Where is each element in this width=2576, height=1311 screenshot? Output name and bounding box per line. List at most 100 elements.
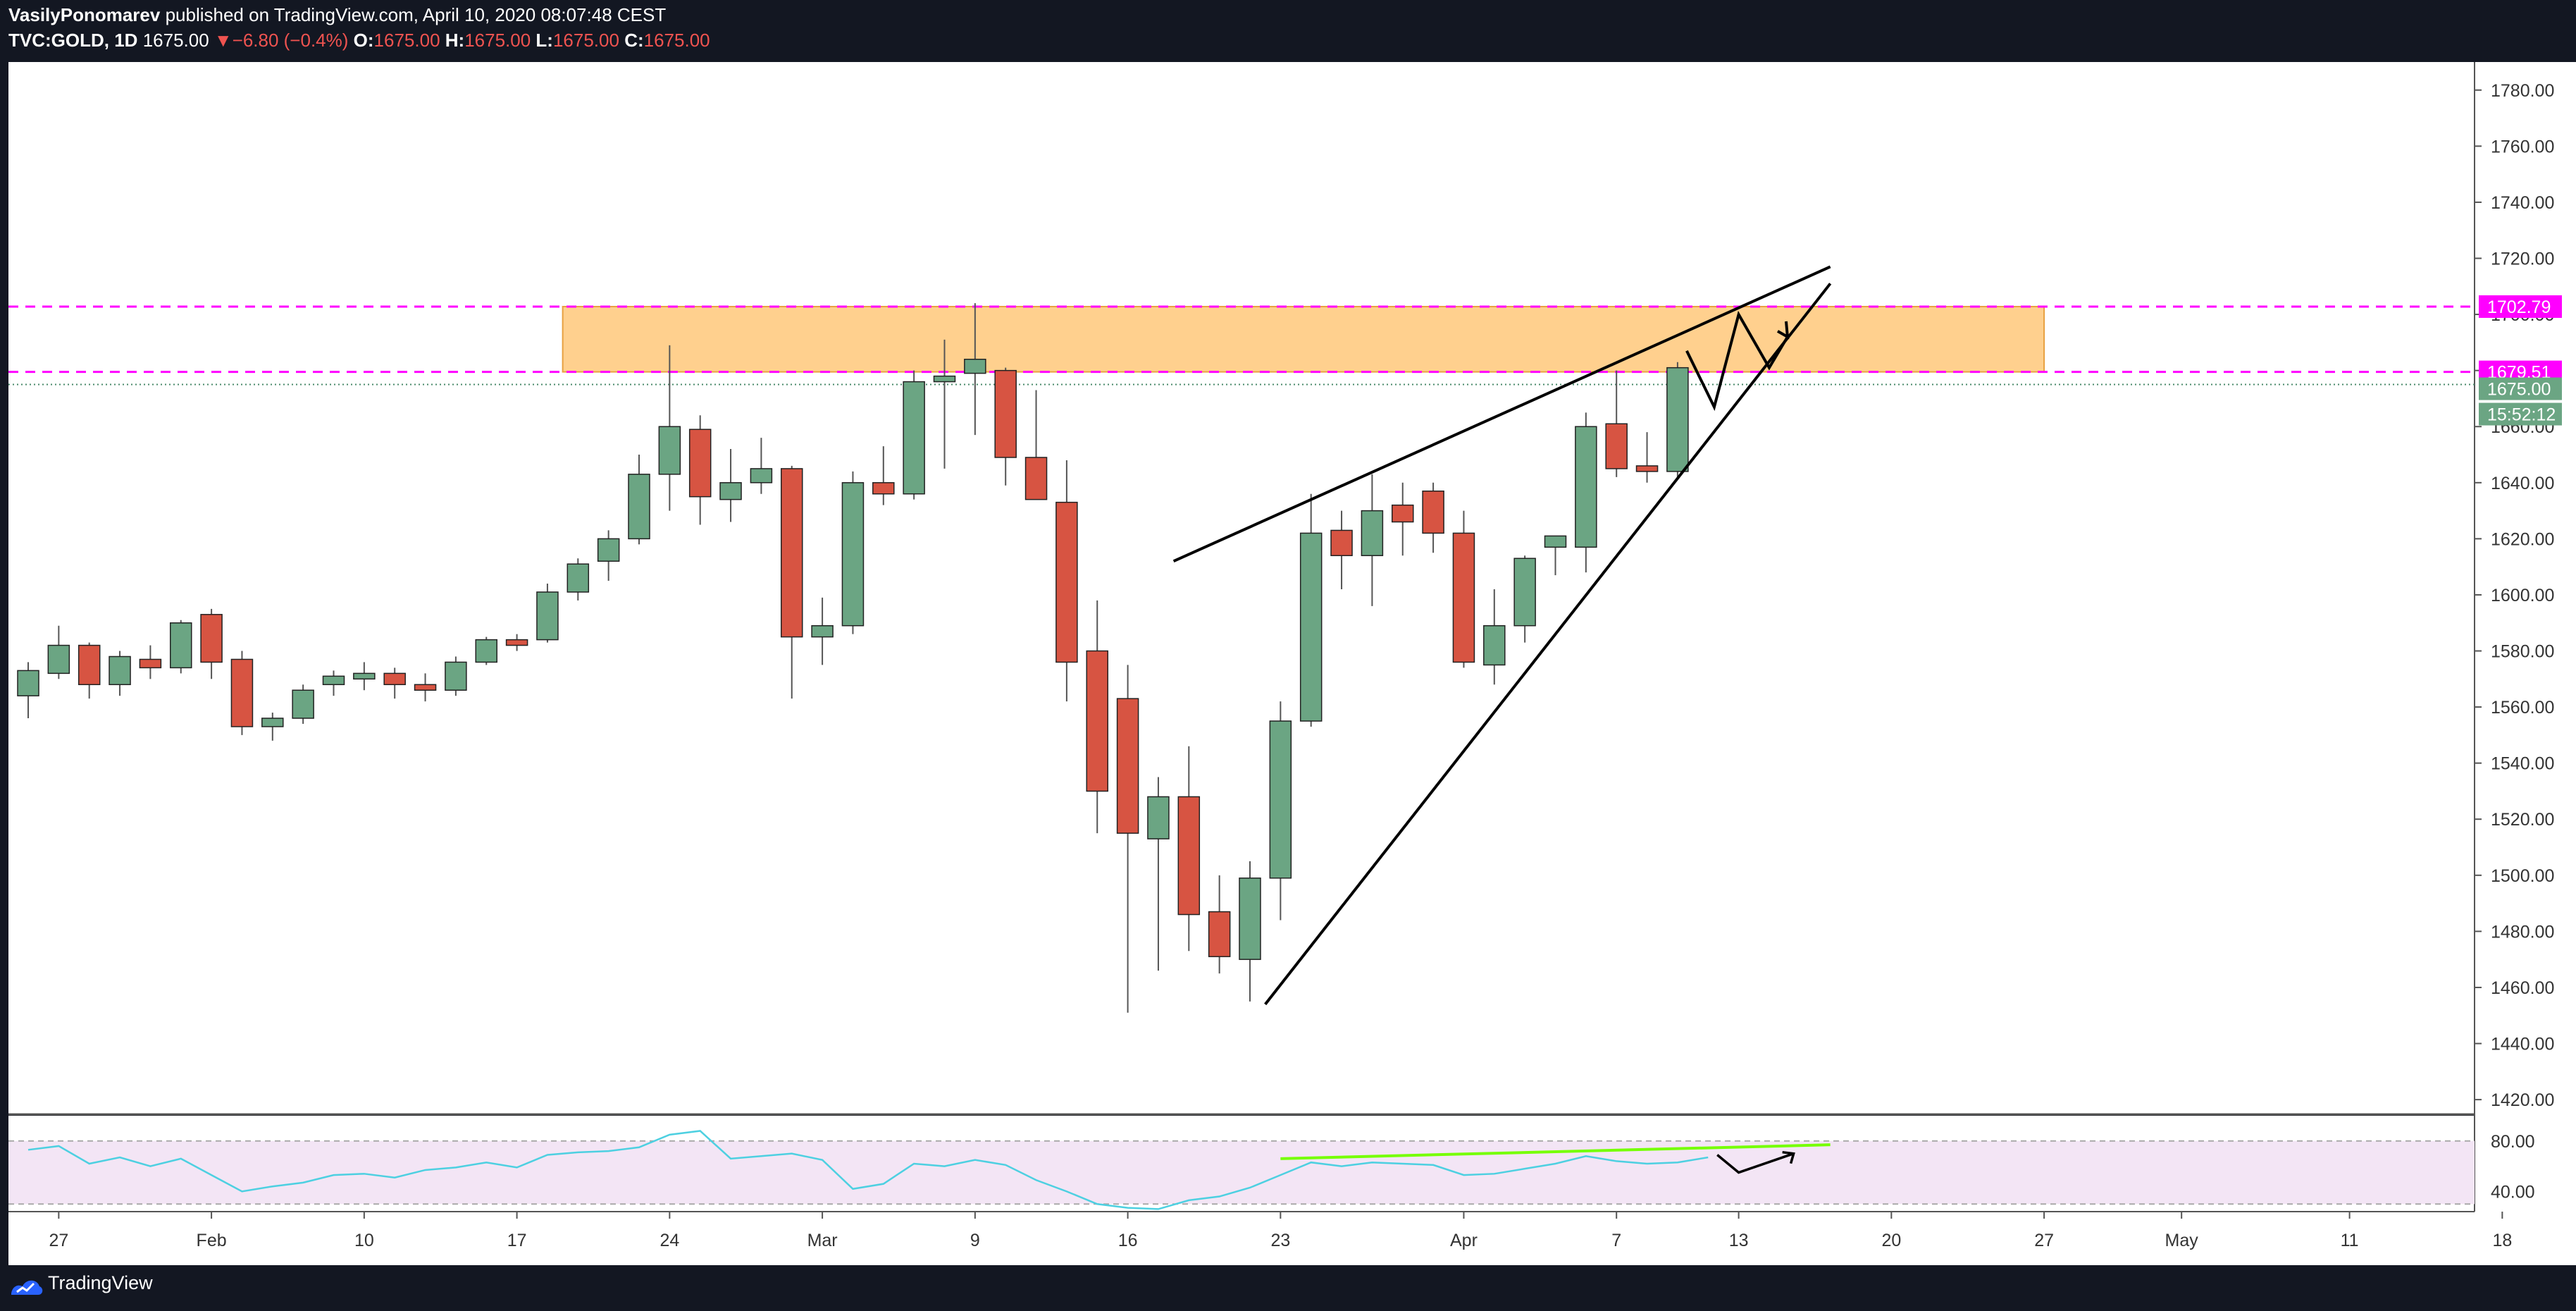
price-tick-label: 1460.00	[2491, 978, 2554, 998]
candle	[1422, 490, 1444, 534]
candle	[566, 563, 590, 593]
candle	[139, 658, 162, 669]
time-tick-label: 17	[507, 1231, 527, 1250]
candle	[781, 468, 803, 638]
time-tick-label: Feb	[197, 1231, 227, 1250]
candle	[750, 468, 773, 484]
time-tick-label: 20	[1881, 1231, 1901, 1250]
time-axis[interactable]: 27 Feb 10 17 24 Mar 9 16 23 Apr 7 13 20 27 May 11 18	[49, 1212, 2512, 1250]
price-tick-label: 1580.00	[2491, 642, 2554, 662]
candle	[322, 675, 345, 686]
wedge-line-1	[1264, 283, 1832, 1006]
candle	[841, 482, 865, 627]
candle	[1177, 796, 1201, 916]
low-value: 1675.00	[552, 30, 619, 51]
time-tick-label: 11	[2341, 1231, 2359, 1250]
publish-line: VasilyPonomarev published on TradingView…	[8, 4, 666, 26]
candle	[261, 718, 284, 727]
price-axis[interactable]: 1780.001760.001740.001720.001700.001680.…	[2475, 81, 2554, 1202]
resistance-zone	[562, 305, 2045, 373]
candle	[1239, 878, 1261, 960]
candle	[1544, 535, 1567, 548]
candle	[1147, 796, 1170, 839]
time-tick-label: 16	[1118, 1231, 1138, 1250]
footer-bar: TradingView	[0, 1265, 2576, 1311]
current-price-label-bg	[2479, 377, 2562, 400]
candle	[1361, 510, 1384, 556]
candle	[688, 429, 712, 498]
candle	[1575, 426, 1597, 548]
projection-arrow-head	[1776, 321, 1790, 340]
price-tick-label: 1540.00	[2491, 754, 2554, 774]
wedge-line-0	[1172, 265, 1831, 563]
price-change: −6.80 (−0.4%)	[232, 30, 349, 51]
candle	[872, 482, 895, 495]
price-chart[interactable]: 1780.001760.001740.001720.001700.001680.…	[0, 0, 2576, 1265]
price-tick-label: 1740.00	[2491, 193, 2554, 213]
projection-path	[1685, 310, 1789, 412]
time-tick-label: 13	[1729, 1231, 1749, 1250]
time-tick-label: 27	[49, 1231, 68, 1250]
candle	[47, 644, 70, 675]
high-label: H:	[445, 30, 465, 51]
footer-brand[interactable]: TradingView	[48, 1272, 153, 1293]
price-tick-label: 1720.00	[2491, 250, 2554, 269]
price-tick-label: 1760.00	[2491, 137, 2554, 156]
candle	[292, 689, 314, 719]
candle	[78, 644, 101, 686]
rsi-layer	[8, 1130, 2475, 1210]
time-axis-background	[8, 1212, 2576, 1265]
candle	[1024, 457, 1048, 500]
candle	[414, 684, 437, 691]
candle	[1269, 720, 1292, 879]
candle	[811, 624, 834, 638]
rsi-tick-label: 80.00	[2491, 1132, 2535, 1152]
candle	[903, 381, 925, 495]
candle	[445, 661, 467, 691]
candle	[933, 375, 956, 383]
candle	[170, 622, 192, 669]
time-tick-label: 10	[354, 1231, 374, 1250]
close-label: C:	[624, 30, 644, 51]
price-tick-label: 1600.00	[2491, 586, 2554, 605]
candle	[1330, 529, 1353, 556]
candle	[1086, 650, 1108, 792]
candle	[383, 672, 406, 686]
rsi-band	[8, 1140, 2475, 1205]
rsi-tick-label: 40.00	[2491, 1182, 2535, 1202]
close-value: 1675.00	[643, 30, 710, 51]
level-label-0: 1702.79	[2487, 297, 2551, 317]
candle	[353, 672, 376, 680]
symbol-label[interactable]: TVC:GOLD, 1D	[8, 30, 138, 51]
candle	[994, 369, 1017, 458]
price-tick-label: 1440.00	[2491, 1035, 2554, 1054]
countdown-label: 15:52:12	[2487, 405, 2556, 425]
countdown-label-bg	[2479, 402, 2562, 426]
candle	[1605, 423, 1628, 469]
candle	[964, 358, 986, 374]
tradingview-logo-icon[interactable]	[8, 1274, 44, 1298]
last-price: 1675.00	[142, 30, 209, 51]
candle	[1299, 532, 1323, 722]
low-label: L:	[535, 30, 553, 51]
price-tick-label: 1560.00	[2491, 698, 2554, 718]
candle	[1483, 624, 1506, 666]
candle	[1666, 367, 1689, 472]
candle	[505, 639, 528, 646]
author-name[interactable]: VasilyPonomarev	[8, 4, 161, 25]
drawings-layer	[1172, 265, 1832, 1006]
price-tick-label: 1500.00	[2491, 866, 2554, 886]
level-label-0-bg	[2479, 295, 2562, 318]
time-tick-label: 9	[970, 1231, 980, 1250]
candle	[475, 639, 497, 663]
candle	[536, 591, 559, 641]
candle	[719, 482, 742, 500]
price-tick-label: 1780.00	[2491, 81, 2554, 101]
candle	[628, 474, 650, 540]
high-value: 1675.00	[464, 30, 531, 51]
time-tick-label: Apr	[1450, 1231, 1478, 1250]
price-tick-label: 1520.00	[2491, 810, 2554, 830]
resistance-zone-layer	[562, 305, 2045, 373]
time-tick-label: 18	[2492, 1231, 2512, 1250]
